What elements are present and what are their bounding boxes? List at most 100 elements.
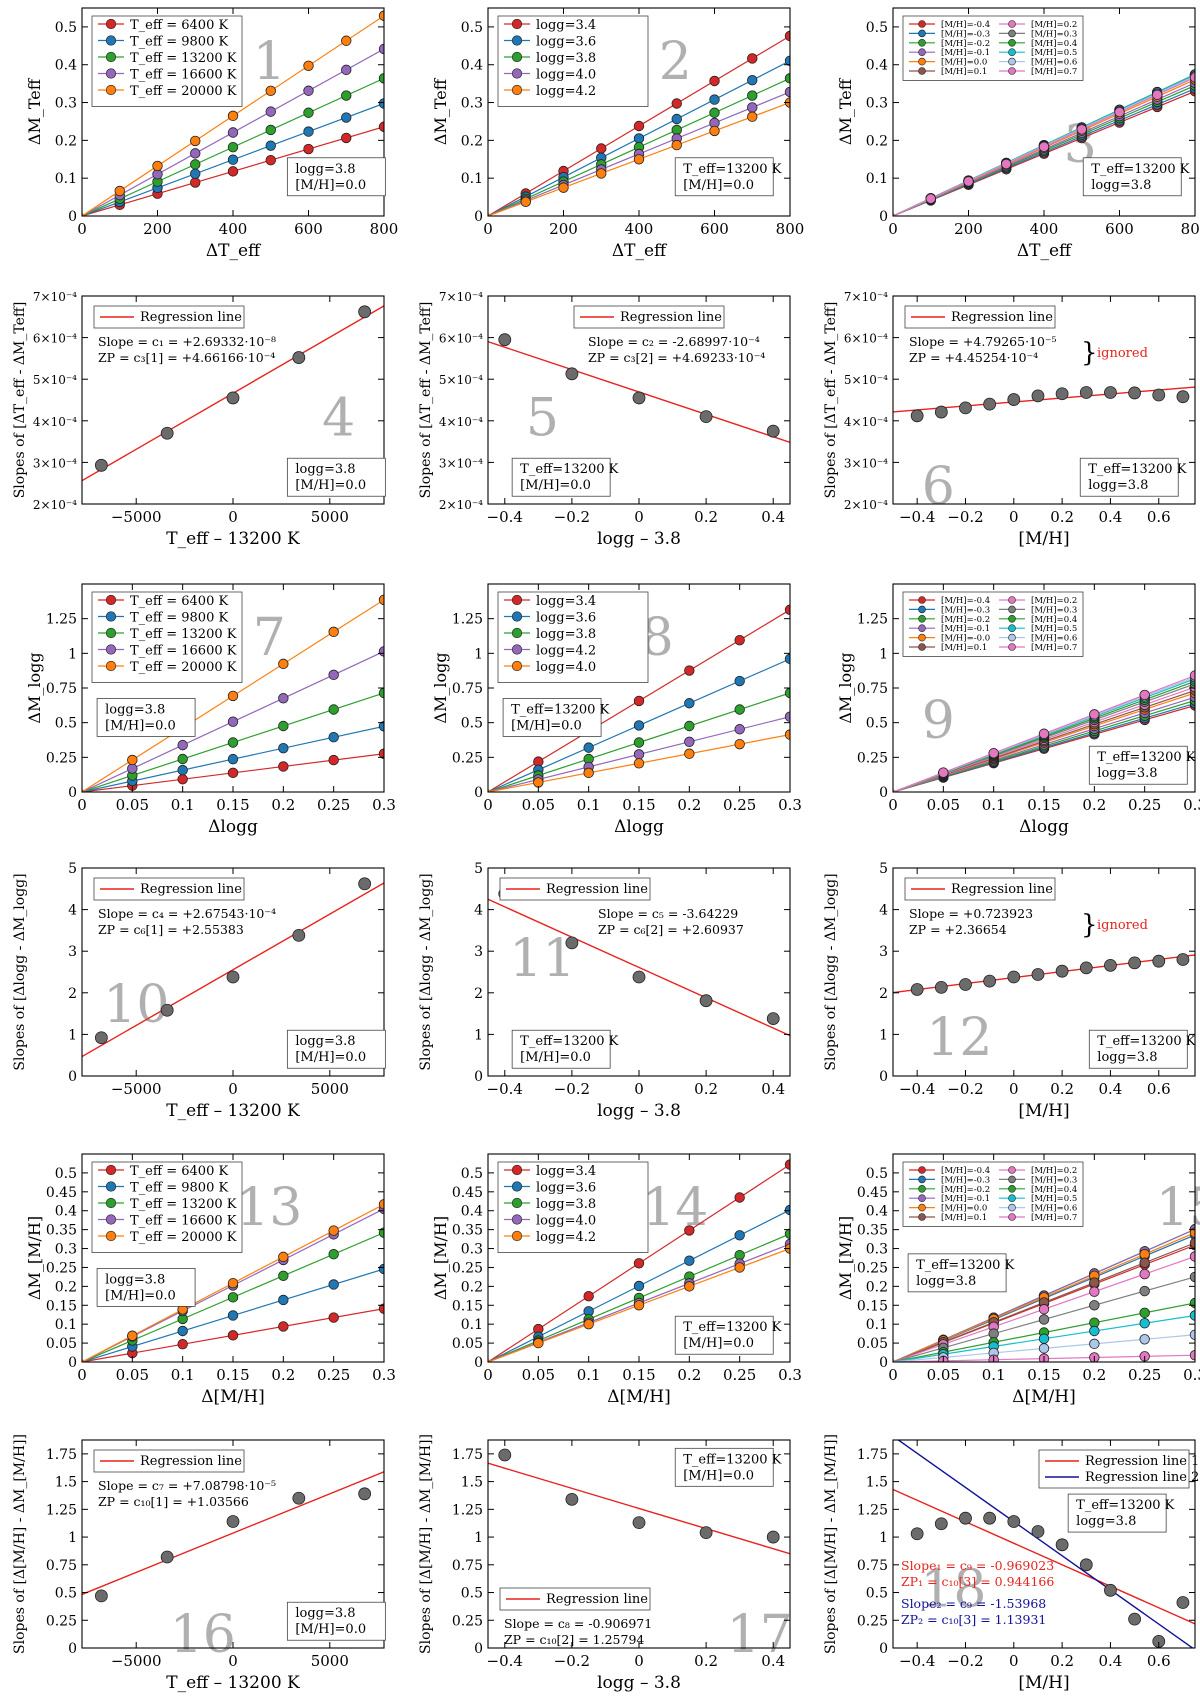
legend-box — [904, 305, 1056, 329]
data-point — [227, 767, 239, 779]
x-tick-label: 0.3 — [778, 1366, 802, 1384]
data-point — [1089, 1286, 1100, 1297]
x-tick-label: −5000 — [111, 508, 162, 526]
info-text: [M/H]=0.0 — [511, 718, 582, 733]
x-tick-label: 0 — [1009, 1652, 1019, 1670]
data-point — [784, 711, 790, 722]
x-tick-label: 0.25 — [317, 1366, 350, 1384]
y-tick-label: 1 — [68, 1530, 77, 1546]
legend-box — [902, 591, 1084, 657]
x-axis-label: Δ[M/H] — [607, 1387, 671, 1407]
legend-label: Regression line — [140, 1454, 242, 1469]
data-point — [278, 742, 289, 754]
data-point — [959, 978, 972, 991]
x-tick-label: 0.2 — [677, 796, 701, 814]
legend-label: [M/H]=0.0 — [941, 58, 987, 68]
x-tick-label: 0.05 — [116, 796, 149, 814]
chart-panel-7: 7 0 0.05 0.1 0.15 0.2 0.25 0.3 0 0.25 0.5 0.75 1 1.25… — [25, 583, 396, 837]
x-tick-label: 400 — [219, 220, 248, 238]
legend-label: [M/H]=0.2 — [1031, 596, 1077, 606]
data-point — [934, 405, 948, 419]
legend-marker — [1008, 1203, 1016, 1212]
x-tick-label: 0.15 — [216, 796, 249, 814]
data-point — [378, 721, 384, 732]
x-tick-label: −0.4 — [899, 508, 935, 526]
y-tick-label: 1 — [879, 1530, 888, 1546]
data-point — [498, 1448, 512, 1462]
chart-panel-6: 6−0.4 −0.2 0 0.2 0.4 0.6 2×10⁻⁴ 3×10⁻⁴ 4×10⁻⁴ 5×1… — [823, 290, 1196, 549]
info-text: T_eff=13200 K — [916, 1258, 1014, 1273]
data-point — [1139, 689, 1150, 701]
y-axis-label: Slopes of [ΔT_eff - ΔM_Teff] — [823, 302, 839, 499]
brace: } — [1081, 910, 1098, 940]
info-text: logg=3.8 — [295, 462, 355, 477]
data-point — [278, 1251, 289, 1263]
legend-marker — [1008, 67, 1016, 75]
info-box — [286, 157, 386, 197]
y-axis-label: Slopes of [Δ[M/H] - ΔM_[M/H]] — [823, 1434, 839, 1654]
data-point — [378, 43, 384, 55]
panel-number: 13 — [236, 1178, 302, 1238]
chart-panel-1: 1 0 200 400 600 800 0 0.1 0.2 0.3 0.4 0.5 ΔT_eff ΔM_T… — [25, 7, 398, 261]
data-point — [265, 85, 276, 97]
data-point — [747, 90, 758, 101]
data-point — [1139, 1268, 1150, 1280]
fit-text: ZP = c₁₀[2] = 1.25794 — [504, 1632, 644, 1647]
legend-label: logg=4.0 — [536, 1214, 596, 1229]
data-point — [959, 401, 972, 415]
y-tick-label: 0 — [68, 1069, 77, 1085]
legend-label: [M/H]=0.6 — [1031, 634, 1077, 644]
data-point — [988, 747, 999, 759]
legend-box — [497, 15, 649, 107]
legend-label: [M/H]=-0.3 — [941, 605, 990, 615]
legend-label: Regression line — [546, 882, 648, 897]
legend-label: T_eff = 6400 K — [130, 1164, 228, 1179]
data-point — [378, 1263, 384, 1275]
x-axis-label: ΔT_eff — [206, 241, 262, 261]
brace: } — [1081, 338, 1098, 368]
legend-marker — [105, 51, 117, 63]
plot-area — [488, 1448, 790, 1555]
y-axis-label: Slopes of [ΔT_eff - ΔM_Teff] — [12, 302, 28, 499]
data-point — [265, 155, 276, 166]
x-tick-label: 800 — [776, 220, 805, 238]
data-point — [378, 748, 384, 759]
legend-marker — [105, 644, 117, 655]
data-point — [784, 30, 790, 42]
data-point — [278, 1270, 289, 1281]
info-box — [1088, 745, 1188, 785]
legend-box — [91, 591, 243, 683]
data-point — [784, 73, 790, 84]
data-point — [709, 94, 720, 105]
x-axis-label: Δ[M/H] — [1012, 1387, 1076, 1407]
x-tick-label: 0 — [228, 508, 238, 526]
data-point — [734, 675, 745, 687]
legend-marker — [1008, 624, 1016, 633]
fit-text: Slope = c₈ = -0.906971 — [504, 1616, 652, 1631]
y-tick-label: 3×10⁻⁴ — [33, 456, 77, 470]
data-point — [1079, 386, 1093, 399]
fit-text: Slope = c₁ = +2.69332·10⁻⁸ — [98, 334, 276, 349]
legend-label: [M/H]=0.7 — [1031, 1213, 1077, 1223]
y-tick-label: 0.5 — [866, 20, 888, 36]
y-axis-label: Slopes of [Δlogg - ΔM_logg] — [418, 873, 434, 1070]
y-tick-label: 1 — [474, 1027, 483, 1043]
x-tick-label: 0.2 — [271, 796, 295, 814]
data-point — [633, 120, 645, 132]
legend-marker — [511, 1214, 523, 1225]
legend-marker — [1008, 1175, 1016, 1184]
x-tick-label: −0.2 — [554, 508, 590, 526]
y-tick-label: 2 — [474, 986, 483, 1002]
y-tick-label: 0.5 — [866, 1586, 888, 1602]
x-tick-label: 0.4 — [761, 1080, 785, 1098]
legend-label: T_eff = 16600 K — [130, 644, 237, 659]
data-point — [114, 185, 125, 197]
legend-label: [M/H]=0.2 — [1031, 20, 1077, 30]
info-box — [907, 1253, 1007, 1293]
info-text: logg=3.8 — [105, 1272, 165, 1287]
data-point — [910, 983, 924, 996]
data-point — [328, 704, 339, 715]
fit-text: Slope = c₄ = +2.67543·10⁻⁴ — [98, 906, 276, 921]
data-point — [160, 1003, 174, 1017]
fit-text: ZP = c₁₀[1] = +1.03566 — [98, 1494, 249, 1509]
